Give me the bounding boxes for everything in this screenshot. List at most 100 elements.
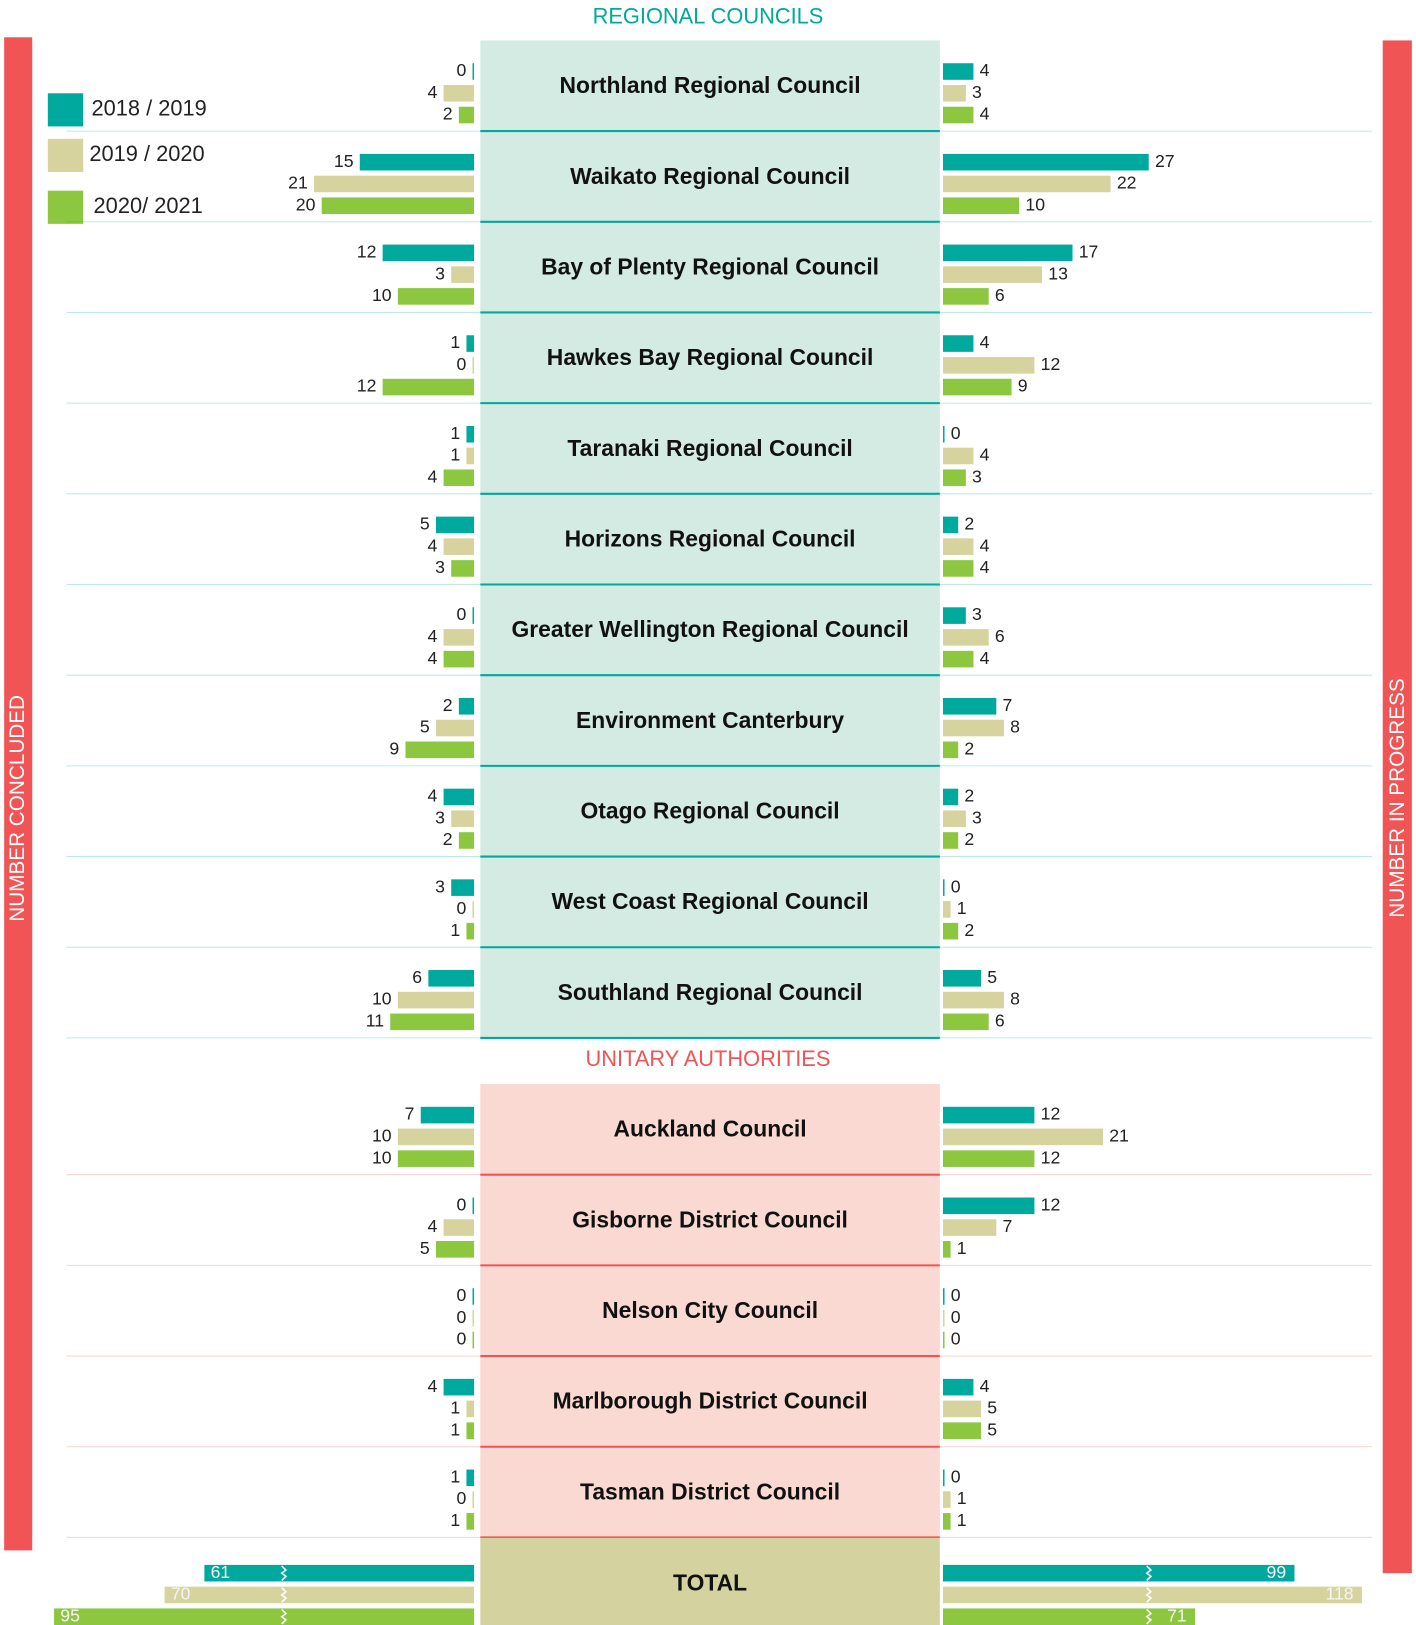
value-label: 0	[456, 604, 466, 624]
bar-concluded	[443, 650, 475, 668]
value-label: 0	[456, 60, 466, 80]
value-label: 5	[987, 1419, 997, 1439]
value-label: 0	[456, 1307, 466, 1327]
value-label: 0	[951, 1285, 961, 1305]
value-label: 12	[1041, 1194, 1061, 1214]
bar-in-progress	[942, 719, 1004, 737]
bar-in-progress	[942, 1128, 1103, 1146]
value-label: 8	[1010, 717, 1020, 737]
scale-break	[1145, 1565, 1153, 1581]
row-label: Marlborough District Council	[553, 1388, 868, 1414]
bar-concluded	[435, 1241, 475, 1258]
value-label: 4	[428, 535, 438, 555]
bar-concluded	[466, 922, 475, 940]
bar-concluded	[466, 425, 475, 443]
value-label: 2	[443, 695, 453, 715]
value-label: 1	[450, 332, 460, 352]
legend-swatch	[47, 190, 84, 224]
bar-in-progress	[942, 1331, 945, 1349]
bar-in-progress	[942, 879, 945, 896]
bar-in-progress	[942, 1106, 1035, 1124]
bar-in-progress	[942, 63, 974, 80]
value-label: 5	[987, 1398, 997, 1418]
value-label: 9	[1018, 376, 1028, 396]
value-label: 1	[450, 1510, 460, 1530]
value-label: 1	[450, 920, 460, 940]
total-bar-concluded	[204, 1564, 475, 1582]
bar-in-progress	[942, 1469, 945, 1487]
value-label: 0	[951, 1329, 961, 1349]
bar-concluded	[428, 970, 475, 987]
bar-concluded	[472, 1331, 475, 1349]
value-label: 61	[211, 1562, 231, 1582]
value-label: 118	[1325, 1584, 1353, 1604]
value-label: 27	[1155, 151, 1175, 171]
bar-in-progress	[942, 1422, 982, 1439]
row-label: Otago Regional Council	[581, 798, 840, 824]
row-label: Hawkes Bay Regional Council	[547, 344, 874, 370]
row-label: Gisborne District Council	[572, 1206, 848, 1232]
bar-in-progress	[942, 1013, 989, 1031]
legend-label: 2018 / 2019	[91, 96, 206, 121]
row-label: Bay of Plenty Regional Council	[541, 253, 879, 279]
bar-in-progress	[942, 901, 951, 918]
bar-concluded	[420, 1106, 475, 1124]
bar-in-progress	[942, 266, 1043, 283]
bar-in-progress	[942, 697, 997, 715]
bar-in-progress	[942, 335, 974, 352]
bar-concluded	[466, 1469, 475, 1487]
bar-concluded	[472, 1491, 475, 1508]
value-label: 1	[450, 1398, 460, 1418]
bar-in-progress	[942, 1219, 997, 1236]
value-label: 99	[1267, 1562, 1287, 1582]
total-bar-in-progress	[942, 1608, 1196, 1625]
bar-in-progress	[942, 378, 1012, 396]
value-label: 4	[980, 104, 990, 124]
value-label: 0	[456, 898, 466, 918]
bar-concluded	[435, 516, 475, 534]
value-label: 4	[980, 332, 990, 352]
group-box	[480, 40, 940, 1038]
value-label: 13	[1048, 263, 1068, 283]
bar-concluded	[382, 378, 475, 396]
value-label: 4	[428, 466, 438, 486]
value-label: 0	[456, 1488, 466, 1508]
value-label: 6	[995, 1011, 1005, 1031]
bar-in-progress	[942, 629, 989, 646]
value-label: 6	[412, 967, 422, 987]
value-label: 1	[450, 1419, 460, 1439]
bar-in-progress	[942, 106, 974, 124]
right-side-band	[1382, 40, 1412, 1574]
left-axis-label: NUMBER CONCLUDED	[6, 695, 29, 922]
value-label: 21	[288, 173, 308, 193]
bar-in-progress	[942, 244, 1073, 262]
bar-concluded	[443, 788, 475, 806]
value-label: 5	[420, 514, 430, 534]
bar-in-progress	[942, 425, 945, 443]
row-label: Taranaki Regional Council	[567, 435, 852, 461]
value-label: 0	[951, 423, 961, 443]
value-label: 1	[957, 898, 967, 918]
value-label: 15	[334, 151, 354, 171]
value-label: 3	[435, 876, 445, 896]
bar-concluded	[451, 560, 475, 577]
group-box	[480, 1084, 940, 1538]
total-label: TOTAL	[673, 1570, 747, 1596]
total-bar-concluded	[164, 1586, 475, 1604]
row-label: Tasman District Council	[580, 1478, 840, 1504]
scale-break	[280, 1565, 288, 1581]
value-label: 12	[1041, 1147, 1061, 1167]
value-label: 1	[450, 1467, 460, 1487]
bar-concluded	[359, 153, 475, 171]
bar-concluded	[472, 1309, 475, 1327]
row-label: West Coast Regional Council	[551, 888, 868, 914]
value-label: 4	[428, 82, 438, 102]
value-label: 95	[60, 1605, 80, 1625]
value-label: 9	[389, 738, 399, 758]
right-axis-label: NUMBER IN PROGRESS	[1386, 678, 1409, 917]
value-label: 4	[428, 786, 438, 806]
bar-in-progress	[942, 970, 982, 987]
bar-concluded	[443, 629, 475, 646]
bar-in-progress	[942, 538, 974, 555]
bar-concluded	[451, 879, 475, 896]
